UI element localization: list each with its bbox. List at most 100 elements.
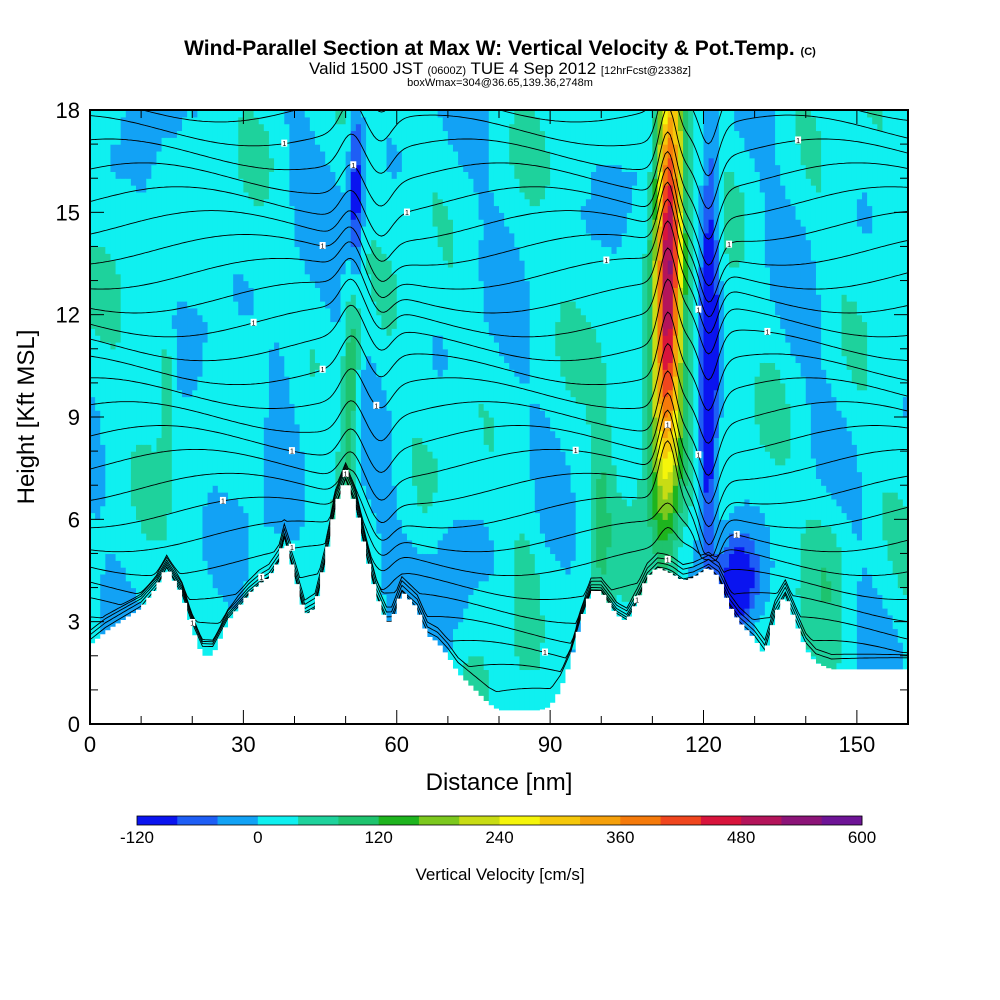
contour-label-bg	[350, 161, 357, 169]
title-main: Wind-Parallel Section at Max W: Vertical…	[184, 37, 795, 60]
colorbar-tick-label: 600	[848, 828, 876, 847]
contour-label-bg	[695, 305, 702, 313]
colorbar-tick-label: 480	[727, 828, 755, 847]
contour-label: 1	[351, 163, 355, 170]
box-info: boxWmax=304@36.65,139.36,2748m	[407, 77, 593, 89]
x-tick-label: 60	[385, 732, 409, 757]
contour-label-bg	[542, 648, 549, 656]
contour-label-bg	[189, 619, 196, 627]
contour-label-bg	[319, 241, 326, 249]
contour-label-bg	[795, 136, 802, 144]
contour-label: 1	[290, 545, 294, 552]
contour-label: 1	[344, 471, 348, 478]
contour-label-bg	[250, 318, 257, 326]
contour-label: 1	[765, 329, 769, 336]
contour-label: 1	[574, 448, 578, 455]
x-tick-label: 150	[839, 732, 876, 757]
contour-label-bg	[764, 327, 771, 335]
contour-label: 1	[290, 449, 294, 456]
colorbar-tick-label: 240	[485, 828, 513, 847]
colorbar-swatch	[217, 816, 259, 825]
colorbar-swatch	[378, 816, 420, 825]
colorbar-swatch	[781, 816, 823, 825]
contour-label: 1	[696, 453, 700, 460]
colorbar-swatch	[257, 816, 299, 825]
contour-label: 1	[796, 138, 800, 145]
theta-contour	[90, 392, 908, 505]
colorbar-swatch	[137, 816, 178, 825]
contour-label-bg	[319, 365, 326, 373]
contour-label: 1	[696, 307, 700, 314]
contour-label: 1	[666, 423, 670, 430]
contour-label-bg	[634, 596, 641, 604]
colorbar-swatch	[499, 816, 541, 825]
colorbar-frame	[136, 815, 863, 826]
contour-label-bg	[288, 543, 295, 551]
theta-contour	[90, 110, 908, 177]
theta-contour	[141, 110, 908, 145]
contour-label-bg	[281, 139, 288, 147]
colorbar-swatch	[580, 816, 621, 825]
contour-label-bg	[258, 573, 265, 581]
theta-contour	[90, 131, 908, 240]
copyright-mark: (C)	[800, 46, 816, 58]
theta-contour	[90, 311, 908, 412]
contour-label-bg	[664, 421, 671, 429]
theta-contour	[90, 220, 908, 334]
contour-label: 1	[405, 210, 409, 217]
theta-contour	[90, 469, 908, 577]
theta-contour	[90, 181, 908, 303]
y-tick-label: 12	[56, 303, 80, 328]
contour-label-bg	[733, 530, 740, 538]
y-tick-label: 6	[68, 507, 80, 532]
colorbar-swatch	[418, 816, 460, 825]
contour-label: 1	[604, 258, 608, 265]
contour-label-bg	[572, 446, 579, 454]
theta-contour	[90, 440, 908, 557]
theta-contour	[90, 370, 908, 476]
theta-contour	[90, 110, 908, 210]
theta-contour	[90, 409, 908, 528]
x-tick-label: 0	[84, 732, 96, 757]
valid-date: TUE 4 Sep 2012	[470, 59, 597, 78]
theta-contour	[90, 424, 908, 546]
contour-label-bg	[342, 469, 349, 477]
contour-label: 1	[635, 598, 639, 605]
valid-utc: (0600Z)	[427, 65, 467, 77]
theta-contour	[90, 150, 908, 266]
valid-time: Valid 1500 JST	[309, 59, 423, 78]
contour-label-bg	[603, 256, 610, 264]
theta-contour	[90, 472, 908, 600]
theta-contour	[90, 466, 908, 562]
theta-contour	[90, 166, 908, 287]
contour-label-bg	[403, 208, 410, 216]
contour-label: 1	[252, 320, 256, 327]
contour-label-bg	[373, 401, 380, 409]
y-tick-label: 0	[68, 712, 80, 737]
theta-contours	[90, 110, 908, 693]
contour-label: 1	[727, 242, 731, 249]
contour-label: 1	[282, 141, 286, 148]
contour-label: 1	[321, 367, 325, 374]
y-tick-label: 18	[56, 98, 80, 123]
colorbar-swatch	[459, 816, 500, 825]
contour-label-bg	[219, 496, 226, 504]
contour-label: 1	[735, 532, 739, 539]
colorbar-swatch	[338, 816, 380, 825]
contour-label: 1	[374, 403, 378, 410]
contour-label-bg	[695, 451, 702, 459]
contour-label: 1	[221, 498, 225, 505]
theta-contour	[90, 477, 908, 644]
contour-label: 1	[321, 243, 325, 250]
contour-label-bg	[664, 555, 671, 563]
theta-contour	[90, 278, 908, 381]
theta-contour	[90, 477, 908, 673]
x-axis-label: Distance [nm]	[426, 769, 573, 796]
colorbar-swatch	[298, 816, 339, 825]
colorbar-swatch	[620, 816, 662, 825]
x-tick-label: 120	[685, 732, 722, 757]
chart-subtitle: Valid 1500 JST (0600Z) TUE 4 Sep 2012 [1…	[0, 59, 1000, 79]
colorbar-swatch	[177, 816, 218, 825]
contour-label: 1	[666, 557, 670, 564]
